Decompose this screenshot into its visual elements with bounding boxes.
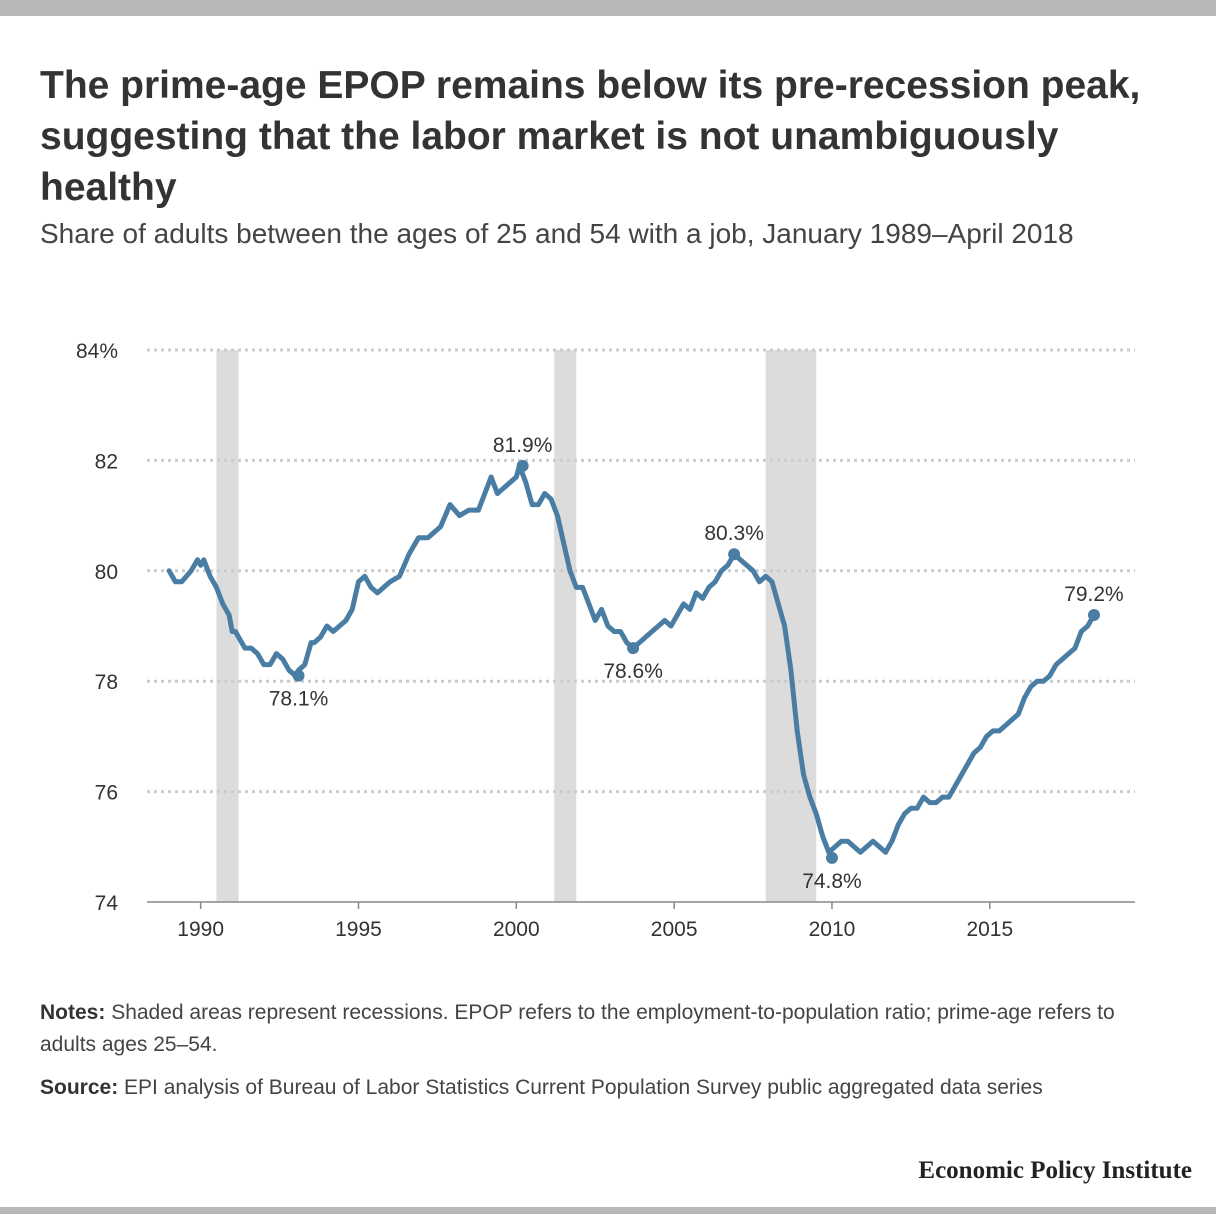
annotation-dot	[728, 548, 741, 561]
recession-band	[216, 350, 239, 902]
annotation-label: 78.1%	[269, 688, 329, 711]
y-tick-label: 74	[95, 892, 119, 915]
chart-title: The prime-age EPOP remains below its pre…	[40, 64, 1141, 209]
y-tick-label: 84%	[76, 340, 118, 363]
y-axis-labels: 74 76 78 80 82 84%	[76, 340, 118, 915]
x-axis-ticks: 1990 1995 2000 2005 2010 2015	[177, 902, 1013, 941]
y-tick-label: 82	[95, 450, 118, 473]
annotation-label: 80.3%	[704, 522, 764, 545]
annotation-label: 74.8%	[802, 870, 862, 893]
source-label: Source:	[40, 1076, 119, 1099]
bottom-border	[0, 1207, 1216, 1214]
data-annotations: 78.1% 81.9% 78.6% 80.3% 74.8% 79.2%	[269, 434, 1124, 893]
annotation-dot	[825, 851, 838, 864]
x-tick-label: 2005	[651, 918, 698, 941]
annotation-dot	[627, 642, 640, 655]
annotation-dot	[1087, 608, 1100, 621]
annotation-label: 81.9%	[493, 434, 553, 457]
recession-band	[765, 350, 817, 902]
x-tick-label: 1990	[177, 918, 224, 941]
annotation-dot	[292, 669, 305, 682]
line-chart: 74 76 78 80 82 84% 1990 1995 2000 2005 2010 2015 7…	[76, 340, 1135, 941]
top-border	[0, 0, 1216, 16]
annotation-label: 78.6%	[603, 660, 663, 683]
notes-paragraph: Notes: Shaded areas represent recessions…	[40, 997, 1175, 1061]
notes-block: Notes: Shaded areas represent recessions…	[40, 997, 1175, 1115]
notes-text: Shaded areas represent recessions. EPOP …	[40, 1001, 1115, 1056]
x-tick-label: 1995	[335, 918, 382, 941]
annotation-dot	[516, 459, 529, 472]
annotation-label: 79.2%	[1064, 583, 1124, 606]
source-paragraph: Source: EPI analysis of Bureau of Labor …	[40, 1072, 1175, 1104]
x-tick-label: 2015	[966, 918, 1013, 941]
x-tick-label: 2010	[809, 918, 856, 941]
y-tick-label: 76	[95, 782, 118, 805]
notes-label: Notes:	[40, 1001, 106, 1024]
y-tick-label: 80	[95, 561, 118, 584]
recession-band	[554, 350, 577, 902]
source-text: EPI analysis of Bureau of Labor Statisti…	[124, 1076, 1043, 1099]
y-tick-label: 78	[95, 671, 118, 694]
recession-bands	[216, 350, 817, 902]
publisher-logo: Economic Policy Institute	[918, 1157, 1192, 1184]
x-tick-label: 2000	[493, 918, 540, 941]
chart-subtitle: Share of adults between the ages of 25 a…	[40, 218, 1074, 249]
gridlines	[147, 348, 1135, 794]
